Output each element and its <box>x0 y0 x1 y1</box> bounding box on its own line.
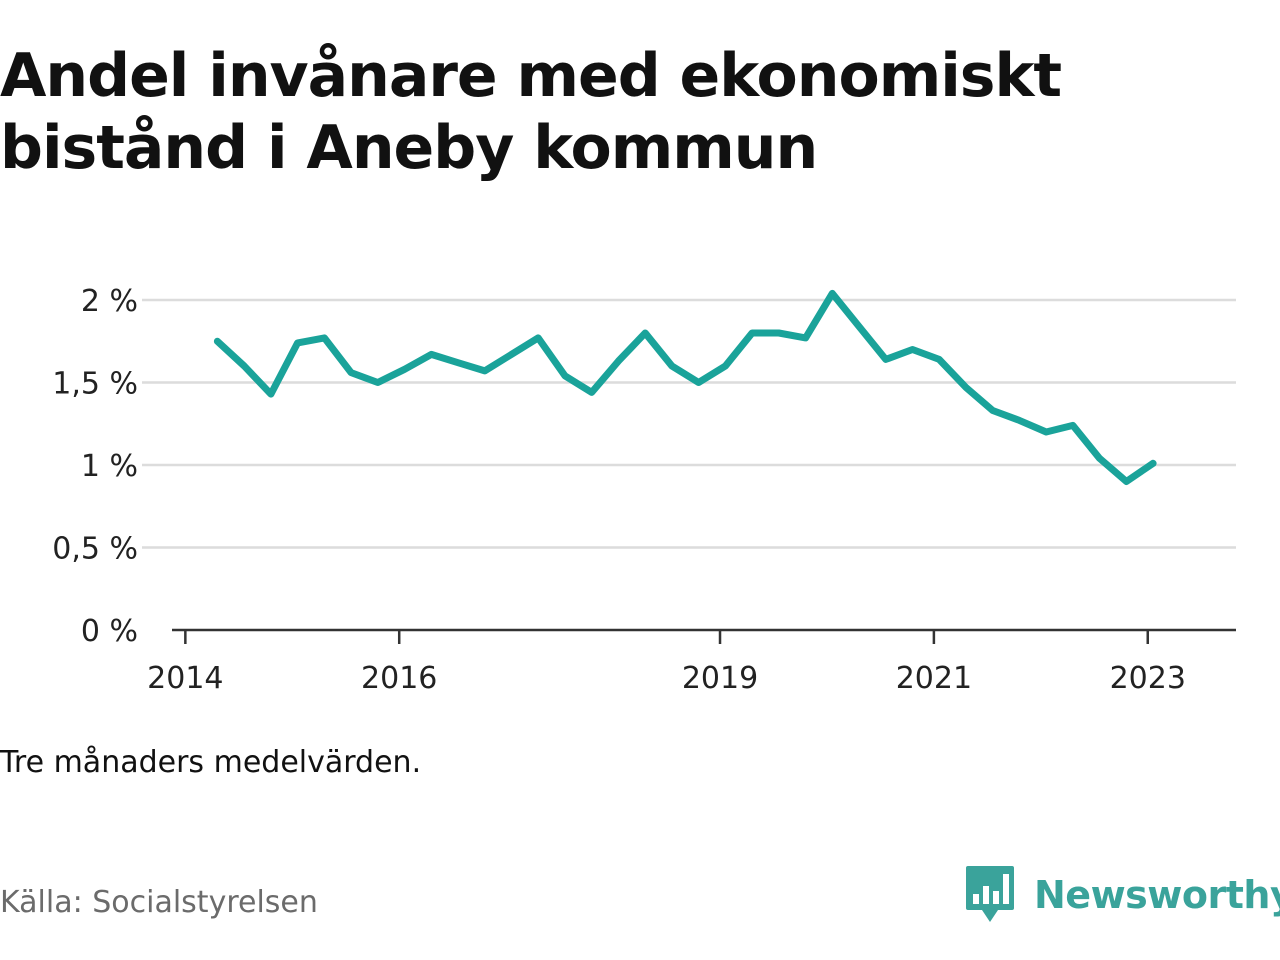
y-tick-label: 0 % <box>81 614 138 649</box>
brand-logo: Newsworthy <box>964 864 1280 926</box>
x-tick-label: 2014 <box>147 661 223 696</box>
x-tick-label: 2023 <box>1110 661 1186 696</box>
gridlines <box>142 298 1236 549</box>
y-tick-label: 1 % <box>81 449 138 484</box>
x-tick-label: 2016 <box>361 661 437 696</box>
chart-title: Andel invånare med ekonomiskt bistånd i … <box>0 41 1062 183</box>
source-credit: Källa: Socialstyrelsen <box>0 885 318 920</box>
x-tick-label: 2021 <box>896 661 972 696</box>
y-axis-tick-labels: 0 % 0,5 % 1 % 1,5 % 2 % <box>52 284 138 649</box>
chart-note: Tre månaders medelvärden. <box>0 745 422 780</box>
y-tick-label: 2 % <box>81 284 138 319</box>
y-tick-label: 0,5 % <box>52 532 138 567</box>
newsworthy-logo-icon <box>966 866 1014 922</box>
brand-name: Newsworthy <box>1034 873 1280 917</box>
x-tick-label: 2019 <box>682 661 758 696</box>
x-axis: 2014 2016 2019 2021 2023 <box>147 630 1186 696</box>
series-line <box>213 289 1157 485</box>
y-tick-label: 1,5 % <box>52 367 138 402</box>
series-group <box>213 289 1157 485</box>
line-chart: 0 % 0,5 % 1 % 1,5 % 2 % 2014 2016 2019 2021 2023 <box>52 284 1236 696</box>
